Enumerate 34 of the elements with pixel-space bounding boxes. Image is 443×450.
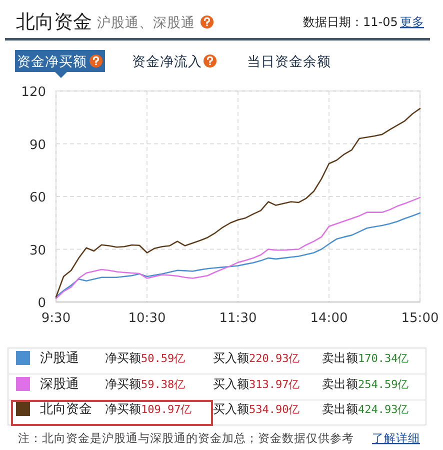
- text: 买入额220.93亿: [213, 351, 300, 365]
- text: 了解详细: [372, 431, 420, 445]
- text: 资金净流入: [132, 54, 202, 70]
- text: 卖出额424.93亿: [322, 402, 409, 416]
- y-tick-label: 120: [21, 85, 46, 100]
- text: 买入额534.90亿: [213, 402, 300, 416]
- text: 注：北向资金是沪股通与深股通的资金加总；资金数据仅供参考: [18, 431, 354, 445]
- text: 净买额109.97亿: [105, 402, 192, 416]
- text: 买入额313.97亿: [213, 377, 300, 391]
- x-tick-label: 14:00: [310, 311, 348, 326]
- y-tick-label: 0: [38, 296, 46, 311]
- y-tick-label: 30: [29, 243, 46, 258]
- y-tick-label: 90: [29, 138, 46, 153]
- text: 净买额59.38亿: [105, 377, 186, 391]
- x-tick-label: 15:00: [401, 311, 439, 326]
- text: 当日资金余额: [247, 54, 331, 70]
- text: 净买额50.59亿: [105, 351, 186, 365]
- chart-subtitle: 沪股通、深股通: [97, 15, 195, 31]
- x-tick-label: 9:30: [41, 311, 71, 326]
- x-tick-label: 11:30: [219, 311, 257, 326]
- legend-label: 沪股通: [40, 350, 79, 366]
- line-series: [55, 196, 421, 300]
- line-series: [55, 108, 421, 298]
- text: 卖出额170.34亿: [322, 351, 409, 365]
- text: 数据日期：11-05: [303, 15, 398, 29]
- chart-title: 北向资金: [16, 11, 92, 33]
- line-series: [55, 212, 421, 298]
- legend-label: 深股通: [40, 377, 79, 392]
- text: 资金净买额: [17, 54, 87, 70]
- text: 卖出额254.59亿: [322, 377, 409, 391]
- text: 更多: [400, 15, 424, 29]
- x-tick-label: 10:30: [128, 311, 166, 326]
- legend-label: 北向资金: [40, 402, 92, 417]
- y-tick-label: 60: [29, 190, 46, 206]
